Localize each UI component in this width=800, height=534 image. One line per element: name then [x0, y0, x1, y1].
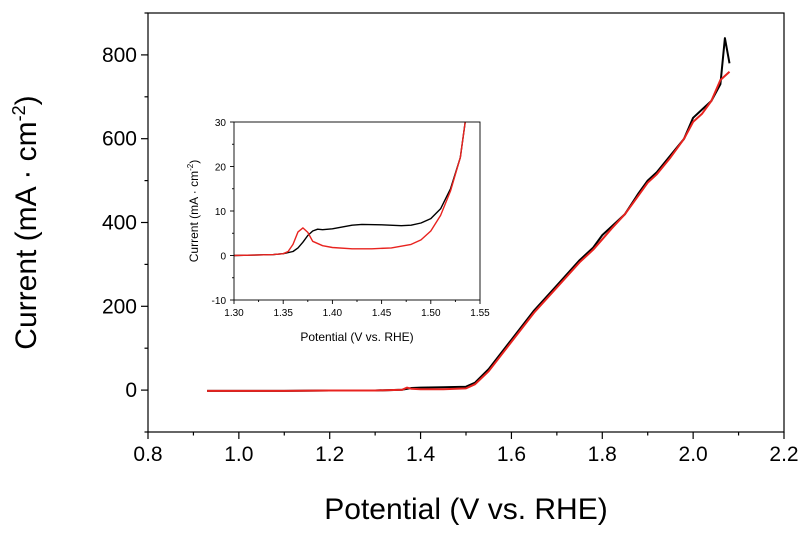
main-y-tick-label: 200 [102, 295, 137, 318]
inset-x-tick-label: 1.45 [372, 308, 392, 319]
main-y-tick-label: 800 [102, 44, 137, 67]
main-y-axis-title-close: ) [10, 95, 43, 105]
inset-y-tick-label: 20 [215, 163, 227, 174]
inset-x-tick-label: 1.40 [323, 308, 343, 319]
main-x-tick-label: 2.2 [769, 443, 798, 466]
inset-x-tick-label: 1.55 [470, 308, 490, 319]
main-x-tick-label: 1.0 [224, 443, 253, 466]
inset-y-tick-label: 0 [220, 252, 226, 263]
inset-y-tick-label: -10 [212, 296, 227, 307]
inset-y-axis-title: Current (mA · cm-2) [186, 160, 201, 262]
inset-y-axis-title-main: Current (mA · cm [187, 171, 201, 262]
main-y-axis-title-superscript: -2 [9, 105, 29, 121]
inset-plot: 1.30 1.35 1.40 1.45 1.50 1.55 -10 0 10 20 30 Potent… [186, 118, 490, 344]
inset-x-tick-label: 1.35 [273, 308, 293, 319]
main-y-tick-label: 0 [125, 379, 137, 402]
main-y-axis-title-main: Current (mA · cm [10, 121, 43, 349]
main-x-tick-label: 2.0 [679, 443, 708, 466]
main-series-red-line [207, 70, 731, 392]
inset-y-tick-label: 10 [215, 207, 227, 218]
inset-x-tick-label: 1.50 [421, 308, 441, 319]
main-x-tick-label: 1.6 [497, 443, 526, 466]
main-x-axis-title: Potential (V vs. RHE) [324, 493, 607, 526]
inset-y-tick-label: 30 [215, 118, 227, 129]
main-y-tick-label: 600 [102, 128, 137, 151]
main-y-axis-title: Current (mA · cm-2) [9, 95, 43, 349]
main-x-tick-label: 1.4 [406, 443, 436, 466]
main-x-tick-label: 1.2 [315, 443, 344, 466]
inset-series-red-line [233, 121, 466, 257]
main-y-tick-label: 400 [102, 212, 137, 235]
inset-x-axis-title: Potential (V vs. RHE) [300, 330, 413, 344]
main-x-tick-label: 0.8 [133, 443, 162, 466]
inset-y-axis-title-close: ) [187, 160, 201, 164]
main-x-tick-label: 1.8 [588, 443, 617, 466]
inset-x-tick-label: 1.30 [224, 308, 244, 319]
inset-series-black-line [233, 121, 466, 257]
inset-y-axis-title-superscript: -2 [186, 163, 195, 171]
